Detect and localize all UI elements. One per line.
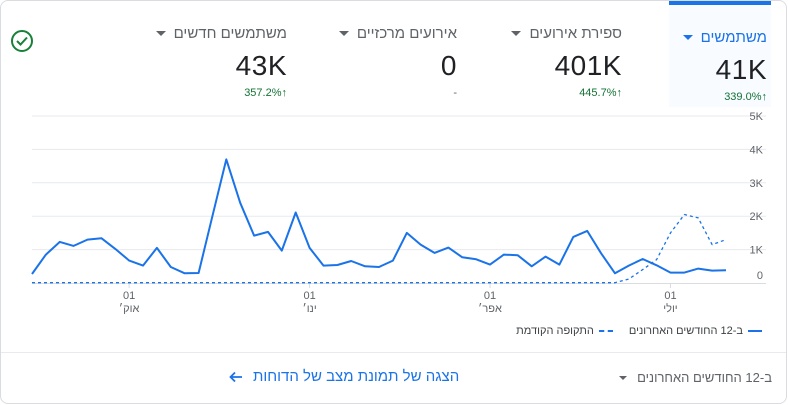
metric-label: אירועים מרכזיים — [356, 25, 457, 42]
arrow-up-icon: ↑ — [616, 87, 623, 99]
caret-down-icon — [619, 375, 628, 380]
period-selector[interactable]: ב-12 החודשים האחרונים — [619, 370, 772, 385]
arrow-up-icon: ↑ — [281, 87, 288, 99]
caret-down-icon — [155, 31, 166, 36]
x-tick-month: יולי — [663, 302, 677, 315]
metric-label: משתמשים חדשים — [173, 25, 287, 42]
metric-value: 0 — [440, 50, 457, 81]
y-tick-label: 3K — [750, 178, 764, 190]
metric-value: 41K — [715, 54, 767, 85]
y-tick-label: 2K — [750, 211, 764, 223]
metric-label: ספירת אירועים — [529, 25, 622, 42]
metric-delta: - — [453, 87, 457, 99]
metric-delta: 339.0%↑ — [724, 91, 767, 103]
metric-tab-new-users[interactable]: משתמשים חדשים 43K 357.2%↑ — [131, 1, 291, 107]
footer-divider — [1, 352, 786, 353]
metric-delta: 445.7%↑ — [579, 87, 622, 99]
metric-delta: 357.2%↑ — [244, 87, 287, 99]
x-tick-month: אפר׳ — [478, 302, 502, 315]
report-link-label: הצגה של תמונת מצב של הדוחות — [253, 368, 460, 385]
series-line-previous — [32, 213, 727, 284]
check-icon — [16, 36, 28, 46]
view-reports-snapshot-link[interactable]: הצגה של תמונת מצב של הדוחות — [229, 368, 459, 385]
metric-tab-event-count[interactable]: ספירת אירועים 401K 445.7%↑ — [491, 1, 626, 107]
y-tick-label: 5K — [750, 111, 764, 123]
x-tick-day: 01 — [123, 290, 135, 302]
arrow-left-icon — [229, 371, 242, 382]
x-tick-month: ינו׳ — [302, 302, 316, 315]
metric-tab-users[interactable]: משתמשים 41K 339.0%↑ — [669, 1, 771, 107]
y-tick-label: 1K — [750, 245, 764, 257]
x-tick-month: אוק׳ — [119, 302, 140, 315]
legend-label-current: ב-12 החודשים האחרונים — [628, 325, 743, 337]
period-label: ב-12 החודשים האחרונים — [637, 370, 772, 385]
caret-down-icon — [511, 31, 522, 36]
legend-item-previous: התקופה הקודמת — [516, 325, 613, 337]
y-tick-label: 0 — [757, 270, 763, 282]
series-line-current — [31, 158, 727, 275]
legend-dashed-swatch — [598, 330, 613, 332]
caret-down-icon — [338, 31, 349, 36]
check-circle-icon[interactable] — [11, 30, 33, 52]
metric-value: 43K — [235, 50, 287, 81]
legend-item-current: ב-12 החודשים האחרונים — [629, 325, 762, 337]
caret-down-icon — [682, 35, 693, 40]
legend-solid-swatch — [748, 330, 762, 332]
metric-label: משתמשים — [700, 29, 767, 46]
x-tick-day: 01 — [484, 290, 496, 302]
x-tick-day: 01 — [664, 290, 676, 302]
chart-legend: ב-12 החודשים האחרונים התקופה הקודמת — [516, 325, 762, 337]
arrow-up-icon: ↑ — [761, 91, 768, 103]
y-tick-label: 4K — [750, 144, 764, 156]
legend-label-previous: התקופה הקודמת — [516, 325, 594, 337]
x-tick-day: 01 — [303, 290, 315, 302]
metric-tab-key-events[interactable]: אירועים מרכזיים 0 - — [321, 1, 461, 107]
metric-value: 401K — [554, 50, 622, 81]
